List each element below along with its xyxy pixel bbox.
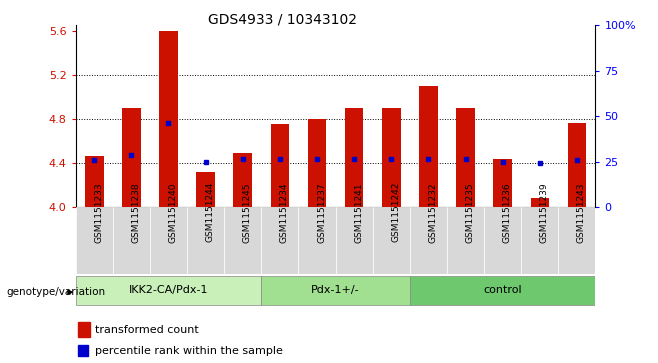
Bar xyxy=(530,198,549,207)
Text: genotype/variation: genotype/variation xyxy=(7,287,106,297)
Bar xyxy=(345,108,363,207)
Text: GSM1151233: GSM1151233 xyxy=(94,182,103,242)
FancyBboxPatch shape xyxy=(521,207,559,274)
Text: GSM1151235: GSM1151235 xyxy=(466,182,474,242)
Text: Pdx-1+/-: Pdx-1+/- xyxy=(311,285,360,295)
FancyBboxPatch shape xyxy=(224,207,261,274)
FancyBboxPatch shape xyxy=(372,207,410,274)
Bar xyxy=(122,108,141,207)
Bar xyxy=(568,123,586,207)
FancyBboxPatch shape xyxy=(336,207,372,274)
FancyBboxPatch shape xyxy=(261,207,299,274)
FancyBboxPatch shape xyxy=(187,207,224,274)
Text: GSM1151234: GSM1151234 xyxy=(280,182,289,242)
Text: GSM1151241: GSM1151241 xyxy=(354,182,363,242)
Text: GDS4933 / 10343102: GDS4933 / 10343102 xyxy=(209,13,357,27)
Bar xyxy=(419,86,438,207)
Bar xyxy=(308,119,326,207)
Bar xyxy=(196,172,215,207)
FancyBboxPatch shape xyxy=(410,207,447,274)
Text: GSM1151245: GSM1151245 xyxy=(243,182,252,242)
Text: GSM1151239: GSM1151239 xyxy=(540,182,549,242)
Text: GSM1151242: GSM1151242 xyxy=(392,182,400,242)
Bar xyxy=(78,345,88,356)
FancyBboxPatch shape xyxy=(559,207,595,274)
Text: GSM1151238: GSM1151238 xyxy=(132,182,140,242)
FancyBboxPatch shape xyxy=(76,207,113,274)
Bar xyxy=(270,125,289,207)
Bar xyxy=(494,159,512,207)
Text: GSM1151240: GSM1151240 xyxy=(168,182,178,242)
Bar xyxy=(456,108,475,207)
FancyBboxPatch shape xyxy=(410,276,595,305)
Text: GSM1151237: GSM1151237 xyxy=(317,182,326,242)
FancyBboxPatch shape xyxy=(76,276,261,305)
FancyBboxPatch shape xyxy=(261,276,410,305)
Text: percentile rank within the sample: percentile rank within the sample xyxy=(95,346,284,356)
FancyBboxPatch shape xyxy=(299,207,336,274)
Bar xyxy=(78,322,89,338)
Bar xyxy=(382,108,401,207)
FancyBboxPatch shape xyxy=(150,207,187,274)
Text: GSM1151236: GSM1151236 xyxy=(503,182,512,242)
Text: GSM1151243: GSM1151243 xyxy=(577,182,586,242)
Bar xyxy=(234,153,252,207)
Text: IKK2-CA/Pdx-1: IKK2-CA/Pdx-1 xyxy=(129,285,208,295)
FancyBboxPatch shape xyxy=(113,207,150,274)
Bar xyxy=(159,31,178,207)
FancyBboxPatch shape xyxy=(484,207,521,274)
Text: control: control xyxy=(484,285,522,295)
Bar xyxy=(85,156,103,207)
Text: GSM1151232: GSM1151232 xyxy=(428,182,438,242)
Text: transformed count: transformed count xyxy=(95,325,199,335)
Text: GSM1151244: GSM1151244 xyxy=(205,182,215,242)
FancyBboxPatch shape xyxy=(447,207,484,274)
